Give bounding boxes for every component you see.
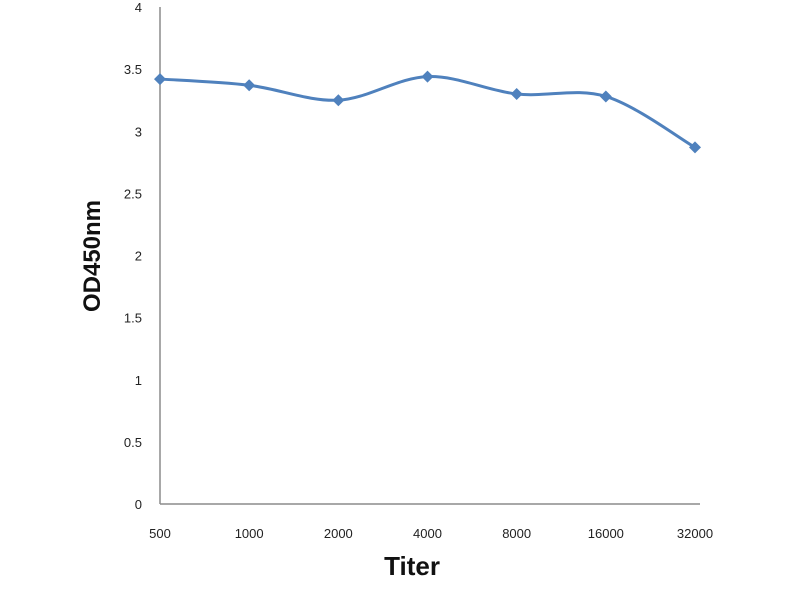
y-tick-label: 0.5 [124,435,142,450]
y-tick-label: 4 [135,0,142,15]
y-tick-label: 0 [135,497,142,512]
x-tick-label: 32000 [677,526,713,541]
y-tick-label: 1.5 [124,311,142,326]
data-point-marker [421,70,434,83]
y-tick-label: 2.5 [124,186,142,201]
data-markers [154,70,701,154]
y-axis-title: OD450nm [79,200,106,312]
data-point-marker [154,73,166,86]
data-point-marker [599,90,612,103]
data-point-marker [689,141,701,154]
y-tick-label: 3 [135,124,142,139]
x-tick-label: 1000 [235,526,264,541]
x-tick-label: 500 [149,526,171,541]
y-axis: 0 0.5 1 1.5 2 2.5 3 3.5 4 [124,0,161,512]
data-point-marker [243,79,256,92]
data-point-marker [510,87,523,100]
x-tick-labels: 500 1000 2000 4000 8000 16000 32000 [149,526,713,541]
y-tick-labels: 0 0.5 1 1.5 2 2.5 3 3.5 4 [124,0,142,512]
y-tick-label: 3.5 [124,62,142,77]
x-tick-label: 16000 [588,526,624,541]
x-axis: 500 1000 2000 4000 8000 16000 32000 [149,503,713,541]
data-point-marker [332,94,345,107]
y-tick-label: 1 [135,373,142,388]
x-axis-title: Titer [384,551,440,581]
series-line [158,75,697,149]
x-tick-label: 4000 [413,526,442,541]
x-tick-label: 8000 [502,526,531,541]
x-tick-label: 2000 [324,526,353,541]
y-tick-label: 2 [135,249,142,264]
